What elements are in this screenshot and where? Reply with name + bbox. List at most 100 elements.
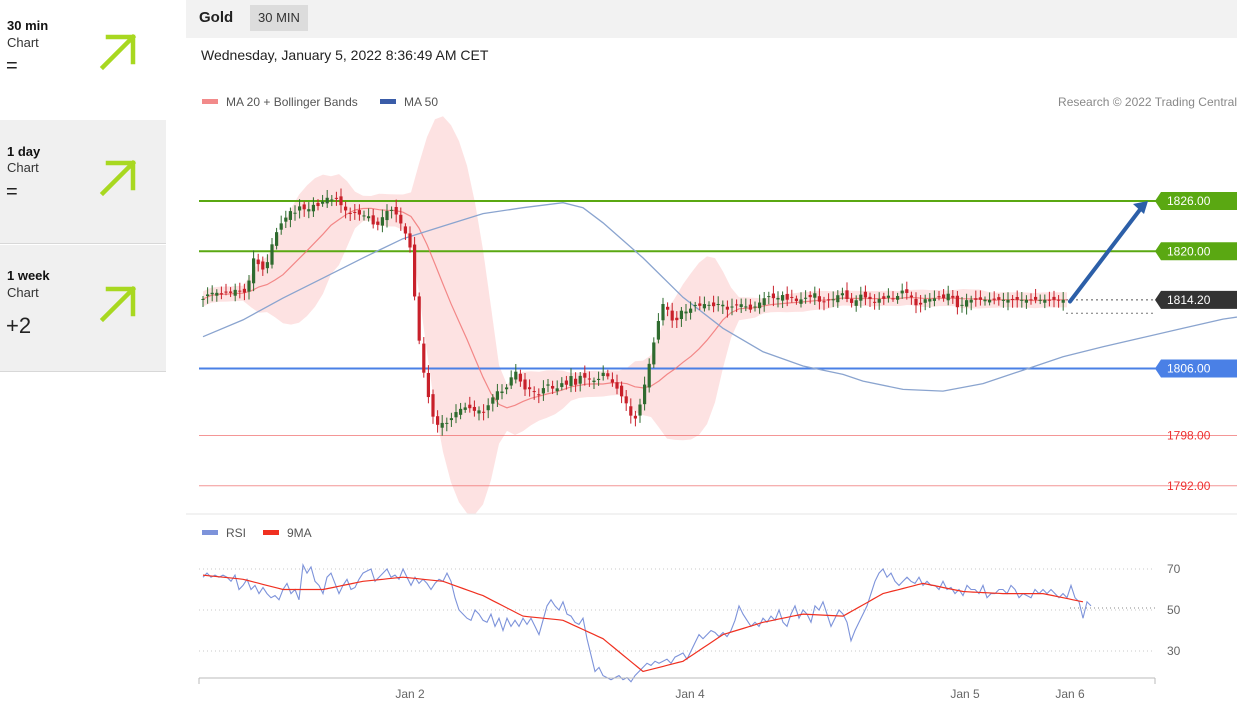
- candle-body: [960, 304, 964, 306]
- candle-body: [643, 384, 647, 405]
- candle-body: [307, 209, 311, 212]
- candle-body: [771, 293, 775, 299]
- candle-body: [242, 288, 246, 293]
- candle-body: [528, 387, 532, 390]
- candle-body: [882, 296, 886, 299]
- candle-body: [431, 394, 435, 417]
- candle-body: [219, 293, 223, 295]
- candle-body: [376, 221, 380, 225]
- candle-body: [850, 298, 854, 303]
- candle-body: [638, 404, 642, 416]
- legend-swatch-9ma: [263, 530, 279, 535]
- candle-body: [362, 215, 366, 217]
- candle-body: [739, 304, 743, 307]
- up-arrow-icon[interactable]: [98, 30, 140, 72]
- up-arrow-icon[interactable]: [98, 282, 140, 324]
- timeframe-1week[interactable]: 1 week Chart +2: [0, 245, 166, 372]
- target-arrow-head: [1133, 201, 1148, 214]
- candle-body: [909, 295, 913, 298]
- moving-averages: [202, 202, 1237, 409]
- candle-body: [620, 385, 624, 397]
- candle-body: [472, 406, 476, 411]
- x-tick-label: Jan 5: [950, 687, 980, 701]
- candle-body: [523, 379, 527, 390]
- candle-body: [836, 295, 840, 303]
- candle-body: [426, 372, 430, 398]
- candle-body: [735, 304, 739, 306]
- price-legend: MA 20 + Bollinger Bands MA 50: [202, 95, 438, 109]
- candle-body: [293, 212, 297, 214]
- candle-body: [206, 294, 210, 297]
- candle-body: [275, 232, 279, 246]
- legend-swatch-ma20: [202, 99, 218, 104]
- candle-body: [1047, 299, 1051, 301]
- timeframe-1day[interactable]: 1 day Chart =: [0, 120, 166, 244]
- candle-body: [233, 289, 237, 296]
- timeframe-value: =: [6, 55, 18, 77]
- candle-body: [583, 373, 587, 378]
- candle-body: [385, 211, 389, 221]
- candles: [201, 188, 1065, 436]
- candle-body: [261, 261, 265, 270]
- candle-body: [1011, 298, 1015, 300]
- candle-body: [822, 301, 826, 303]
- sidebar: 30 min Chart = 1 day Chart = 1 week Char…: [0, 0, 166, 708]
- candle-body: [633, 415, 637, 419]
- candle-body: [808, 294, 812, 298]
- candle-body: [606, 373, 610, 377]
- candle-body: [339, 196, 343, 206]
- level-tags: 1826.00 1820.00 1814.20 1806.00 1798.00 1792.…: [1155, 192, 1237, 493]
- candle-body: [551, 385, 555, 389]
- candle-body: [854, 300, 858, 306]
- up-arrow-icon[interactable]: [98, 156, 140, 198]
- candle-body: [886, 295, 890, 298]
- timeframe-button[interactable]: 30 MIN: [250, 5, 308, 31]
- x-tick-label: Jan 4: [675, 687, 705, 701]
- timeframe-label: Chart: [7, 160, 39, 175]
- candle-body: [877, 299, 881, 303]
- legend-ma20-label: MA 20 + Bollinger Bands: [226, 95, 358, 109]
- candle-body: [256, 259, 260, 265]
- candle-body: [891, 298, 895, 300]
- candle-body: [445, 422, 449, 424]
- legend-swatch-ma50: [380, 99, 396, 104]
- candle-body: [689, 308, 693, 313]
- candle-body: [1020, 299, 1024, 301]
- candle-body: [698, 303, 702, 306]
- candle-body: [679, 310, 683, 320]
- target-arrow-shaft: [1068, 205, 1144, 304]
- candle-body: [914, 298, 918, 306]
- level-lines: [199, 200, 1237, 487]
- candle-body: [302, 204, 306, 210]
- timeframe-value: =: [6, 181, 18, 203]
- candle-body: [965, 300, 969, 307]
- candle-body: [500, 391, 504, 394]
- candle-body: [417, 296, 421, 341]
- candle-body: [357, 210, 361, 215]
- candle-body: [845, 290, 849, 299]
- bollinger-bands: [203, 116, 1067, 515]
- candle-body: [1052, 296, 1056, 300]
- candle-body: [831, 299, 835, 301]
- candle-body: [974, 298, 978, 300]
- rsi-legend: RSI 9MA: [202, 526, 312, 540]
- candle-body: [316, 202, 320, 207]
- candle-body: [482, 411, 486, 413]
- candle-body: [1038, 299, 1042, 301]
- timeframe-30min[interactable]: 30 min Chart =: [0, 0, 166, 124]
- candle-body: [859, 294, 863, 301]
- candle-body: [509, 377, 513, 386]
- candle-body: [298, 206, 302, 211]
- candle-body: [983, 299, 987, 302]
- candle-body: [413, 244, 417, 297]
- candle-body: [491, 397, 495, 404]
- candle-body: [601, 372, 605, 377]
- candle-body: [863, 291, 867, 298]
- timeframe-label: Chart: [7, 285, 39, 300]
- timeframe-label: Chart: [7, 35, 39, 50]
- candle-body: [330, 199, 334, 201]
- candle-body: [776, 297, 780, 300]
- candle-body: [532, 391, 536, 393]
- candle-body: [486, 405, 490, 411]
- chart-header: Gold 30 MIN: [186, 0, 1237, 38]
